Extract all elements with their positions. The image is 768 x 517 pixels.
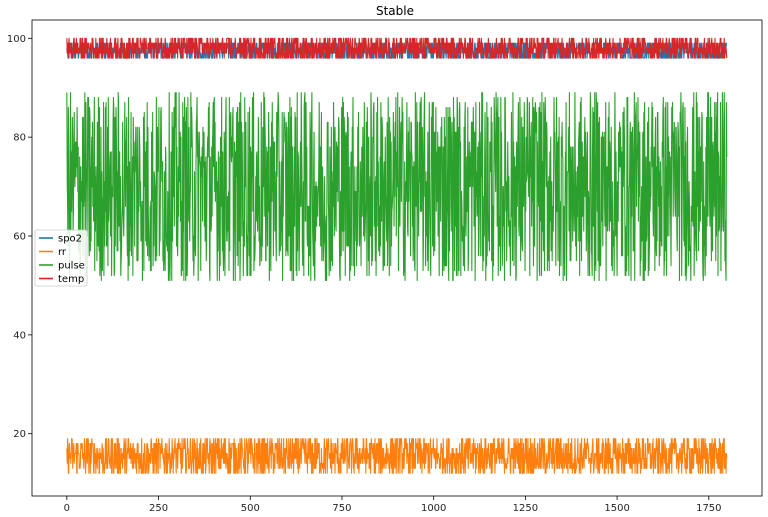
x-tick-label: 750: [332, 503, 351, 514]
axis-layer: 0 250 500 750 1000 1250 1500 1750 20 40 60 80 100: [7, 34, 722, 514]
x-tick-label: 1500: [604, 503, 629, 514]
x-tick-label: 250: [149, 503, 168, 514]
x-tick-label: 1750: [696, 503, 721, 514]
x-tick-label: 500: [241, 503, 260, 514]
series-line-pulse: [66, 92, 728, 282]
legend-label-pulse: pulse: [58, 261, 85, 272]
y-tick-label: 40: [13, 330, 26, 341]
legend-label-temp: temp: [58, 274, 84, 285]
x-tick-label: 0: [64, 503, 70, 514]
series-layer: [66, 37, 728, 474]
x-tick-label: 1000: [421, 503, 446, 514]
x-tick-label: 1250: [513, 503, 538, 514]
plot-frame: [31, 19, 763, 497]
legend: spo2 rr pulse temp: [34, 229, 88, 287]
series-line-temp: [66, 37, 728, 59]
y-tick-label: 80: [13, 133, 26, 144]
y-tick-label: 60: [13, 232, 26, 243]
chart-title: Stable: [376, 4, 414, 18]
y-tick-label: 100: [7, 34, 26, 45]
legend-label-rr: rr: [58, 247, 67, 258]
y-tick-label: 20: [13, 429, 26, 440]
series-line-rr: [66, 438, 728, 474]
legend-label-spo2: spo2: [58, 234, 82, 245]
legend-box: [34, 229, 88, 287]
